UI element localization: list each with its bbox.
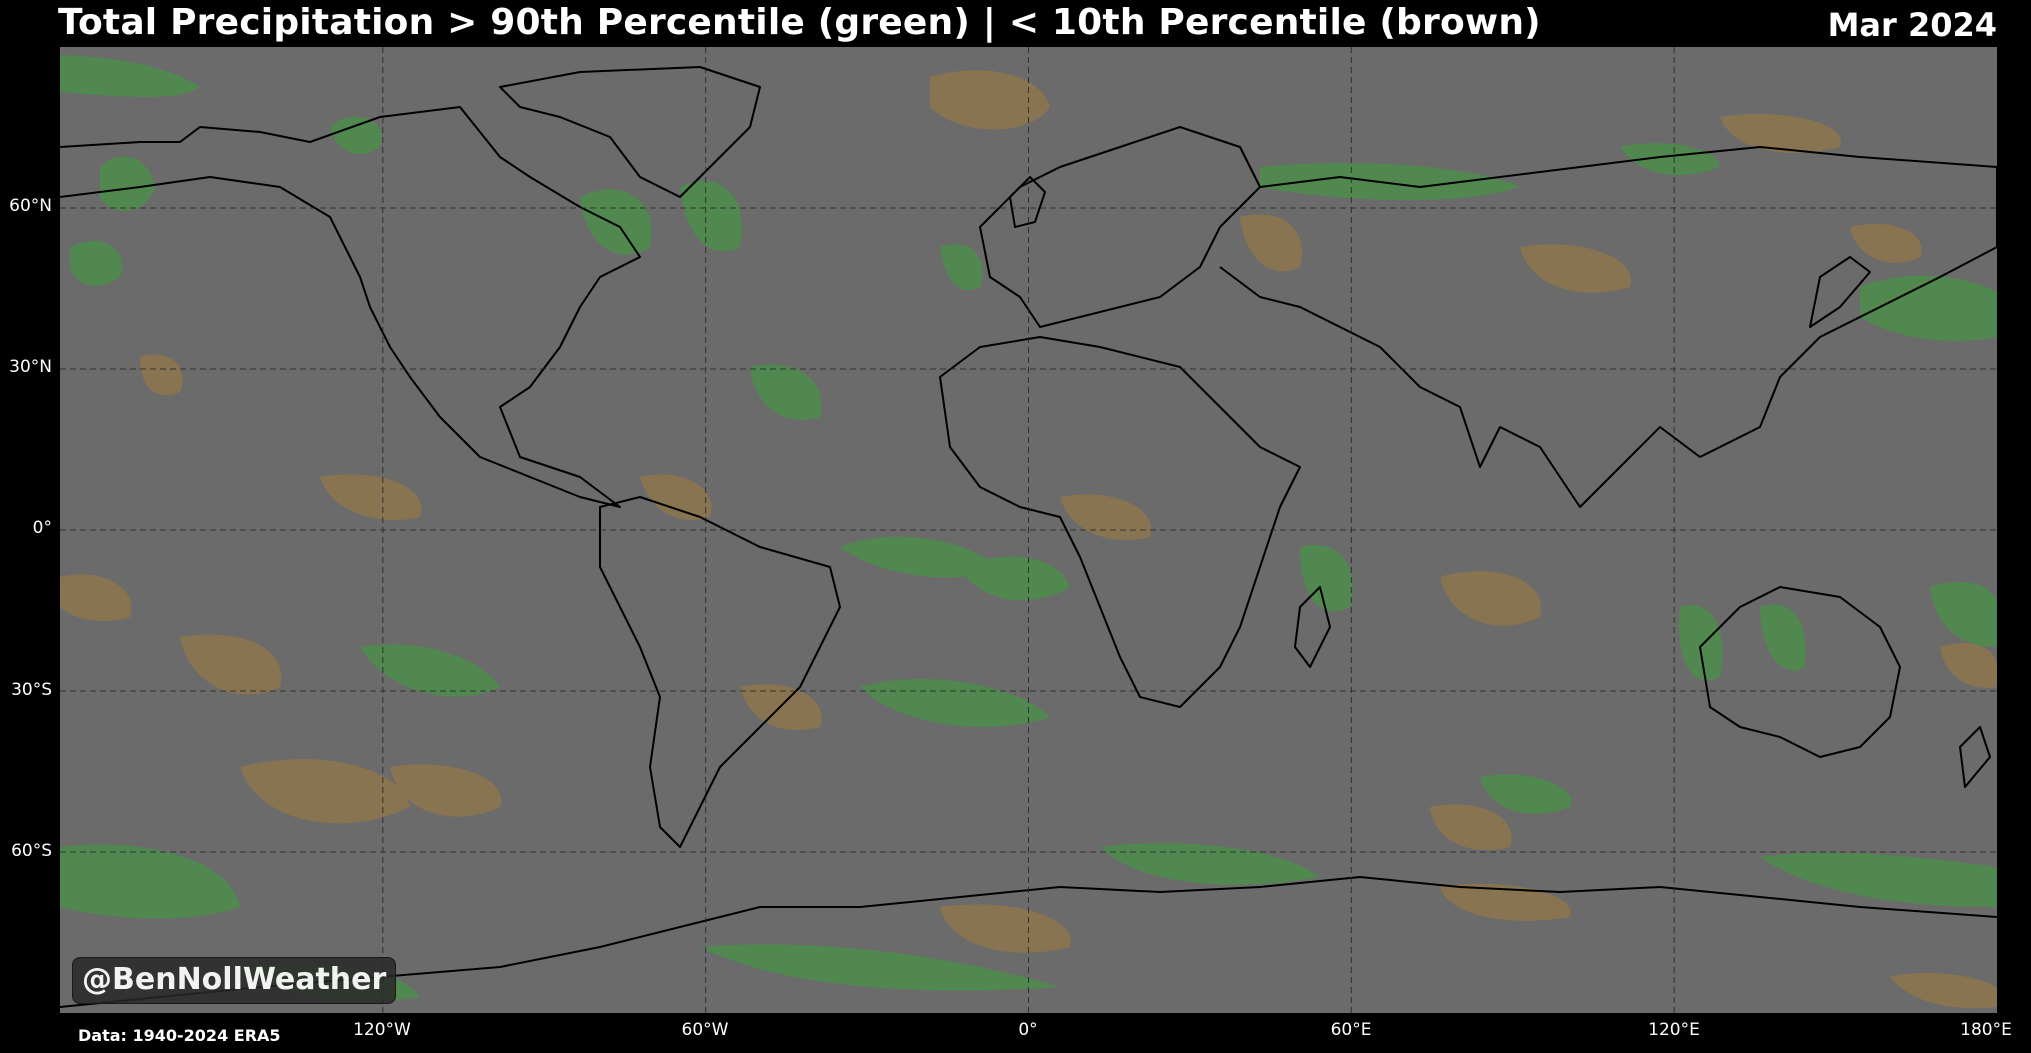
europe-outline [979,126,1261,328]
uk-outline [1009,176,1046,228]
new-zealand-outline [1959,726,1991,788]
north-america-outline [60,106,641,508]
lon-label-60w: 60°W [681,1020,729,1040]
antarctica-outline [60,876,1997,1008]
coastlines [60,66,1997,1008]
lon-label-180e: 180°E [1960,1020,2012,1040]
lon-label-120e: 120°E [1648,1020,1700,1040]
lat-label-60n: 60°N [9,196,52,216]
japan-outline [1809,256,1871,328]
asia-outline [1219,146,1997,508]
data-source-label: Data: 1940-2024 ERA5 [78,1026,281,1045]
africa-outline [939,336,1301,708]
lat-label-30n: 30°N [9,357,52,377]
lon-label-120w: 120°W [353,1020,411,1040]
precipitation-map [60,47,1997,1013]
anomaly-patches-brown [60,70,1997,1009]
greenland-outline [499,66,761,198]
map-date: Mar 2024 [1827,6,1997,44]
lat-label-60s: 60°S [11,841,52,861]
australia-outline [1699,586,1901,758]
lat-label-0: 0° [32,518,52,538]
lat-label-30s: 30°S [11,680,52,700]
lon-label-60e: 60°E [1330,1020,1372,1040]
map-gridlines [60,47,1997,1013]
watermark-badge: @BenNollWeather [72,957,397,1004]
madagascar-outline [1294,586,1331,668]
south-america-outline [599,496,841,848]
lon-label-0: 0° [1018,1020,1038,1040]
map-title: Total Precipitation > 90th Percentile (g… [58,2,1541,43]
